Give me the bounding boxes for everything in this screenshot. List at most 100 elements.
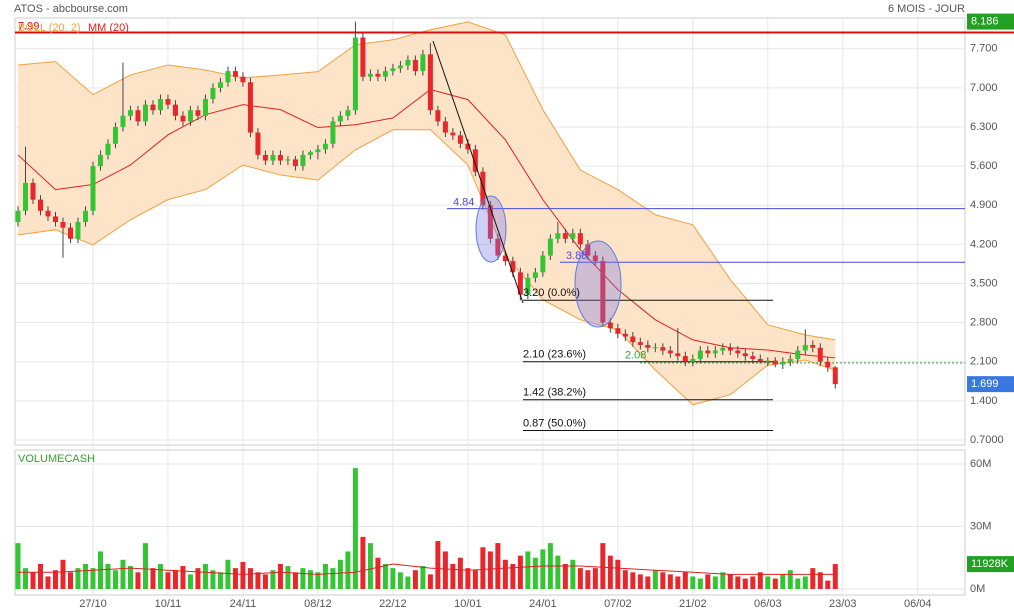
candle-body: [690, 358, 696, 362]
volume-bar: [795, 578, 801, 589]
volume-bar: [322, 563, 328, 589]
volume-bar: [307, 570, 313, 589]
volume-bar: [232, 568, 238, 589]
volume-bar: [442, 551, 448, 589]
candle-body: [637, 342, 643, 345]
candle-body: [825, 361, 831, 368]
volume-tick-label: 30M: [970, 520, 991, 532]
last-price-badge-bg: [967, 376, 1014, 393]
resistance-label: 7.99: [18, 20, 39, 32]
candle-body: [52, 216, 58, 222]
volume-bar: [285, 566, 291, 589]
volume-bar: [150, 568, 156, 589]
volume-bar: [135, 572, 141, 589]
candle-body: [540, 255, 546, 273]
candle-body: [300, 154, 306, 167]
candle-body: [277, 154, 283, 161]
volume-bar: [585, 570, 591, 589]
candle-body: [142, 104, 148, 122]
y-tick-label: 4.200: [970, 238, 998, 250]
candle-body: [502, 255, 508, 262]
candle-body: [750, 356, 756, 359]
volume-bar: [262, 574, 268, 589]
candle-body: [645, 344, 651, 348]
last-volume-badge: 11928K: [971, 558, 1009, 570]
volume-bar: [525, 551, 531, 589]
volume-bar: [465, 568, 471, 589]
volume-bar: [502, 559, 508, 589]
volume-bar: [330, 568, 336, 589]
candle-body: [337, 115, 343, 122]
candle-body: [810, 344, 816, 348]
candle-body: [480, 171, 486, 206]
volume-bar: [172, 570, 178, 589]
volume-bar: [187, 574, 193, 589]
title: ATOS - abcbourse.com: [14, 3, 128, 15]
volume-bar: [412, 570, 418, 589]
volume-bar: [652, 570, 658, 589]
candle-body: [510, 261, 516, 273]
volume-bar: [382, 563, 388, 589]
volume-bar: [397, 572, 403, 589]
x-tick-label: 23/03: [829, 598, 857, 610]
candle-body: [210, 87, 216, 100]
volume-bar: [60, 559, 66, 589]
y-tick-label: 1.400: [970, 395, 998, 407]
candle-body: [390, 68, 396, 72]
volume-bar: [645, 576, 651, 589]
volume-bar: [292, 572, 298, 589]
volume-bar: [735, 576, 741, 589]
volume-bar: [712, 576, 718, 589]
volume-bar: [667, 574, 673, 589]
volume-bar: [622, 570, 628, 589]
x-tick-label: 08/12: [304, 598, 332, 610]
candle-body: [795, 350, 801, 359]
volume-bar: [180, 566, 186, 589]
candle-body: [75, 221, 81, 239]
candle-body: [600, 261, 606, 323]
level-label: 4.84: [453, 196, 474, 208]
volume-tick-label: 60M: [970, 458, 991, 470]
candle-body: [375, 73, 381, 77]
candle-body: [285, 159, 291, 161]
volume-bar: [570, 559, 576, 589]
candle-body: [187, 110, 193, 122]
candle-body: [30, 182, 36, 200]
candle-body: [292, 159, 298, 167]
volume-ma-line: [17, 563, 836, 575]
candle-body: [465, 143, 471, 150]
last-volume-badge-bg: [967, 556, 1014, 573]
volume-bar: [810, 568, 816, 589]
candle-body: [412, 59, 418, 72]
highlight-ellipse: [475, 195, 507, 263]
candle-body: [577, 233, 583, 245]
candle-body: [322, 143, 328, 150]
candle-body: [697, 350, 703, 359]
volume-bar: [825, 580, 831, 589]
band-fill: [17, 21, 836, 405]
candle-body: [135, 110, 141, 122]
support-label: 2.08: [625, 350, 646, 362]
candle-body: [667, 350, 673, 354]
fib-label: 2.10 (23.6%): [523, 349, 586, 361]
candle-body: [82, 210, 88, 222]
price-panel: [14, 17, 966, 446]
x-tick-label: 22/12: [379, 598, 407, 610]
candle-body: [232, 71, 238, 77]
volume-bar: [765, 576, 771, 589]
candle-body: [345, 110, 351, 116]
candle-body: [67, 227, 73, 239]
candle-body: [150, 104, 156, 111]
volume-bar: [210, 570, 216, 589]
x-tick-label: 24/01: [529, 598, 557, 610]
candle-body: [90, 166, 96, 211]
volume-bar: [750, 576, 756, 589]
volume-bar: [67, 572, 73, 589]
volume-bar: [780, 574, 786, 589]
volume-bar: [637, 574, 643, 589]
x-tick-label: 06/03: [754, 598, 782, 610]
volume-bar: [742, 578, 748, 589]
volume-bar: [457, 557, 463, 589]
volume-bar: [315, 572, 321, 589]
